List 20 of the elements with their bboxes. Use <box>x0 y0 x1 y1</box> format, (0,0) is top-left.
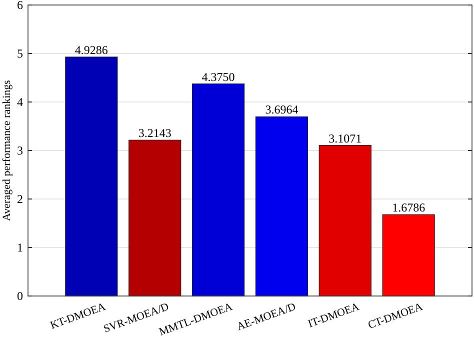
data-label: 4.3750 <box>202 70 235 84</box>
bar <box>192 84 245 296</box>
bar <box>255 116 308 296</box>
y-tick-label: 2 <box>17 192 23 206</box>
y-tick-label: 6 <box>17 0 23 12</box>
data-label: 3.1071 <box>328 131 362 146</box>
bar <box>128 140 182 296</box>
bar <box>382 214 435 296</box>
y-tick-label: 5 <box>17 46 23 61</box>
data-label: 4.9286 <box>74 42 108 57</box>
y-tick-label: 3 <box>17 144 23 158</box>
data-label: 3.6964 <box>265 102 298 117</box>
data-label: 3.2143 <box>138 126 172 140</box>
y-tick-label: 1 <box>17 240 23 255</box>
bar <box>65 56 118 296</box>
y-axis-title: Averaged performance rankings <box>1 80 13 221</box>
data-label: 1.6786 <box>392 200 426 215</box>
y-tick-label: 4 <box>17 95 23 110</box>
bar <box>318 145 372 296</box>
y-tick-label: 0 <box>17 289 23 304</box>
